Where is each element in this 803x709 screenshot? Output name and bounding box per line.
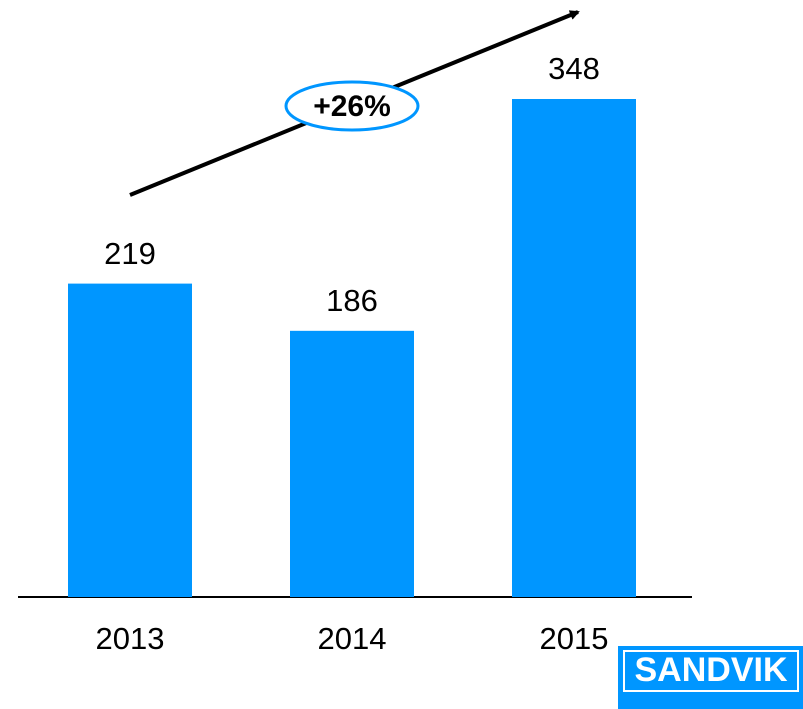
bar [290,330,414,597]
logo: SANDVIK [634,651,787,689]
x-tick-label: 2014 [318,621,387,656]
logo-frame [623,650,799,692]
data-label: 348 [548,51,600,86]
x-tick-label: 2013 [96,621,165,656]
bar [68,283,192,597]
logo-box [618,646,803,709]
annotation-bubble [284,80,420,132]
data-label: 219 [104,236,156,271]
x-tick-label: 2015 [540,621,609,656]
annotation: +26% [313,90,391,123]
bar [512,99,636,597]
data-label: 186 [326,283,378,318]
